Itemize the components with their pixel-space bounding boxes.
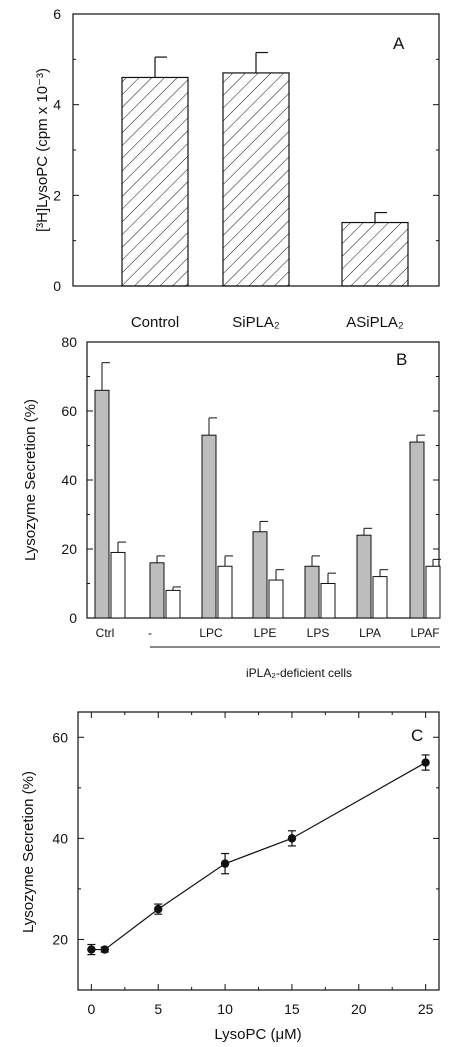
panel-c-data-point bbox=[421, 758, 430, 767]
panel-c-x-axis-label: LysoPC (μM) bbox=[214, 1026, 301, 1043]
panel-a-y-tick-label: 4 bbox=[53, 97, 61, 113]
panel-a-bar bbox=[121, 76, 189, 287]
panel-a-y-tick-label: 0 bbox=[53, 278, 61, 294]
panel-a-bars bbox=[121, 51, 409, 287]
panel-b-bar-gray bbox=[252, 531, 268, 619]
panel-c-data-point bbox=[100, 945, 109, 954]
panel-b-y-tick-label: 80 bbox=[61, 334, 77, 350]
panel-a-y-tick-label: 6 bbox=[53, 6, 61, 22]
panel-b-y-ticks: 0 20 40 60 80 bbox=[61, 334, 439, 626]
panel-b-y-tick-label: 20 bbox=[61, 541, 77, 557]
panel-b-y-tick-label: 0 bbox=[69, 610, 77, 626]
panel-c-y-tick-label: 20 bbox=[52, 931, 68, 947]
panel-a-category-label: Control bbox=[131, 314, 179, 331]
panel-c-y-tick-label: 40 bbox=[52, 830, 68, 846]
panel-b-y-tick-label: 40 bbox=[61, 472, 77, 488]
panel-b-bar-gray bbox=[304, 565, 320, 619]
panel-b-category-labels: Ctrl - LPC LPE LPS LPA LPAF bbox=[96, 626, 440, 640]
panel-a-y-axis-label: [³H]LysoPC (cpm x 10⁻³) bbox=[34, 68, 51, 232]
panel-c-series bbox=[87, 754, 430, 956]
panel-a-category-label: SiPLA₂ bbox=[232, 314, 280, 331]
panel-b-category-label: LPC bbox=[199, 626, 223, 640]
panel-c-x-tick-label: 5 bbox=[154, 1001, 162, 1017]
panel-a-label: A bbox=[393, 34, 405, 53]
panel-c-series-line bbox=[91, 762, 426, 951]
panel-b-group-label: iPLA₂-deficient cells bbox=[246, 666, 352, 680]
panel-b-label: B bbox=[396, 350, 407, 369]
panel-b-category-label: LPS bbox=[307, 626, 330, 640]
panel-a-bar bbox=[222, 72, 290, 287]
panel-c-y-axis-label: Lysozyme Secretion (%) bbox=[20, 771, 37, 933]
panel-c-data-point bbox=[87, 945, 96, 954]
panel-b-bar-gray bbox=[201, 434, 217, 619]
panel-b-category-label: - bbox=[148, 626, 152, 640]
panel-b-bar-white bbox=[217, 565, 233, 619]
panel-b-category-label: LPAF bbox=[410, 626, 439, 640]
panel-b-y-tick-label: 60 bbox=[61, 403, 77, 419]
panel-b-bar-white bbox=[320, 583, 336, 619]
panel-c-label: C bbox=[411, 726, 423, 745]
panel-b-bar-white bbox=[268, 579, 284, 619]
panel-b: B Lysozyme Secretion (%) 0 20 40 60 80 Ctrl -… bbox=[22, 334, 441, 680]
panel-b-bar-gray bbox=[94, 389, 110, 619]
panel-c-x-ticks: 0 5 10 15 20 25 bbox=[87, 712, 434, 1017]
panel-a: A [³H]LysoPC (cpm x 10⁻³) 0 2 4 6 Control Si… bbox=[34, 6, 440, 331]
panel-c: C Lysozyme Secretion (%) LysoPC (μM) 20 4… bbox=[20, 711, 440, 1043]
panel-a-y-tick-label: 2 bbox=[53, 187, 61, 203]
panel-b-bar-white bbox=[372, 576, 388, 619]
panel-a-category-label: ASiPLA₂ bbox=[346, 314, 404, 331]
panel-c-data-point bbox=[220, 859, 230, 868]
panel-c-data-point bbox=[287, 834, 297, 843]
panel-c-x-tick-label: 10 bbox=[217, 1001, 233, 1017]
panel-c-x-tick-label: 0 bbox=[87, 1001, 95, 1017]
panel-c-x-tick-label: 25 bbox=[418, 1001, 434, 1017]
panel-c-y-tick-label: 60 bbox=[52, 729, 68, 745]
panel-b-bar-white bbox=[425, 565, 441, 619]
panel-b-y-axis-label: Lysozyme Secretion (%) bbox=[22, 399, 39, 561]
panel-c-y-ticks: 20 40 60 bbox=[52, 729, 439, 991]
panel-c-data-point bbox=[154, 904, 163, 914]
panel-b-bar-gray bbox=[356, 534, 372, 619]
panel-b-bar-gray bbox=[149, 562, 165, 619]
panel-a-category-labels: Control SiPLA₂ ASiPLA₂ bbox=[131, 314, 404, 331]
panel-b-category-label: LPA bbox=[359, 626, 381, 640]
panel-b-category-label: LPE bbox=[254, 626, 277, 640]
panel-b-bar-white bbox=[165, 589, 181, 619]
panel-b-bar-white bbox=[110, 551, 126, 619]
panel-b-bars bbox=[94, 362, 441, 619]
panel-a-bar bbox=[341, 221, 409, 287]
panel-b-bar-gray bbox=[409, 441, 425, 619]
panel-c-x-tick-label: 15 bbox=[284, 1001, 300, 1017]
panel-a-y-ticks: 0 2 4 6 bbox=[53, 6, 439, 294]
panel-b-category-label: Ctrl bbox=[96, 626, 115, 640]
panel-c-x-tick-label: 20 bbox=[351, 1001, 367, 1017]
